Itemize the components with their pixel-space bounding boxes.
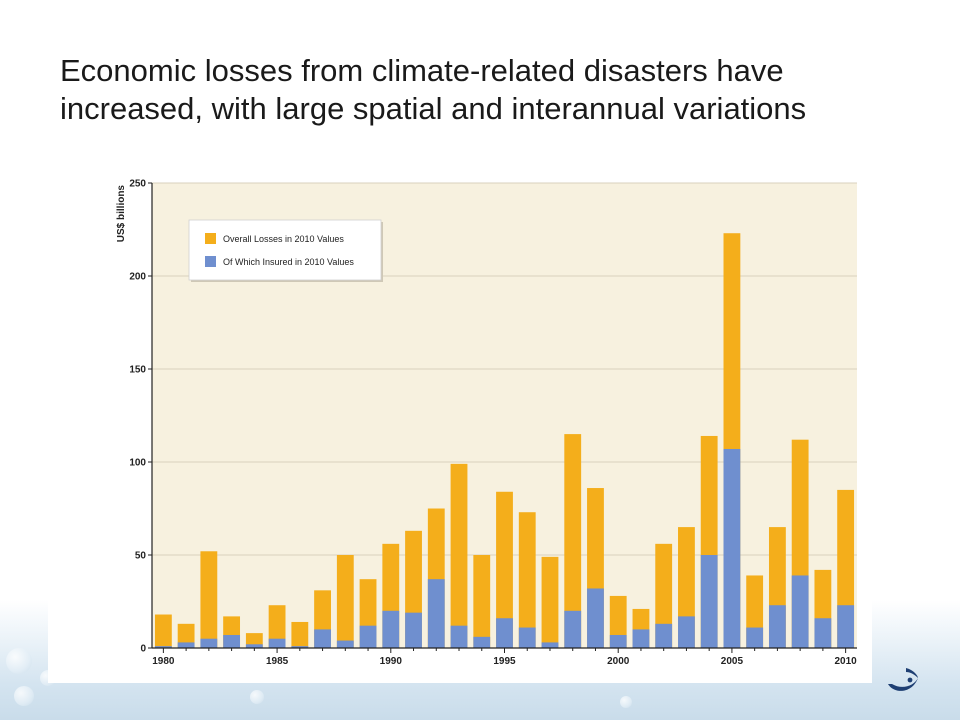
- bar-overall-1997: [541, 556, 559, 648]
- y-tick-label: 0: [140, 644, 146, 655]
- legend-entry: Overall Losses in 2010 Values: [223, 234, 344, 244]
- bar-insured-2003: [678, 616, 695, 648]
- x-tick-label: 2000: [607, 656, 630, 667]
- bar-insured-1987: [314, 629, 331, 648]
- bar-insured-1994: [473, 636, 491, 648]
- bar-insured-2004: [700, 555, 718, 648]
- bar-insured-2010: [837, 605, 855, 648]
- legend-swatch: [205, 256, 216, 267]
- bar-insured-2000: [609, 634, 627, 648]
- y-tick-label: 200: [129, 272, 146, 283]
- bar-insured-1986: [291, 646, 309, 648]
- bar-insured-1981: [177, 642, 195, 648]
- water-droplet: [250, 690, 264, 704]
- bar-insured-1999: [587, 588, 604, 648]
- y-tick-label: 50: [135, 551, 147, 562]
- bar-insured-2007: [768, 605, 786, 648]
- bar-overall-1998: [564, 434, 582, 648]
- bar-insured-2002: [655, 623, 673, 648]
- bar-insured-2001: [632, 629, 650, 648]
- bar-overall-1996: [518, 512, 536, 648]
- water-droplet: [6, 648, 32, 674]
- bar-insured-2006: [746, 627, 764, 648]
- legend-box: [188, 219, 382, 281]
- bar-overall-2002: [655, 543, 673, 648]
- legend-swatch: [205, 233, 216, 244]
- bar-insured-1997: [541, 642, 559, 648]
- bar-insured-1990: [382, 610, 400, 648]
- bar-overall-1993: [450, 463, 468, 648]
- x-tick-label: 1980: [152, 656, 175, 667]
- bar-insured-1989: [359, 625, 377, 648]
- x-tick-label: 1990: [380, 656, 403, 667]
- bar-overall-1985: [268, 605, 286, 648]
- bar-insured-1985: [268, 638, 286, 648]
- slide-title: Economic losses from climate-related dis…: [60, 53, 807, 126]
- y-tick-label: 250: [129, 179, 146, 190]
- bar-insured-1998: [564, 610, 582, 648]
- bar-insured-1991: [405, 612, 422, 648]
- y-axis-label: US$ billions: [116, 185, 127, 243]
- x-tick-label: 2010: [835, 656, 858, 667]
- bar-overall-1986: [291, 621, 309, 648]
- y-tick-label: 150: [129, 365, 146, 376]
- water-droplet: [620, 696, 632, 708]
- legend-entry: Of Which Insured in 2010 Values: [223, 257, 354, 267]
- bar-overall-1980: [154, 614, 172, 648]
- bar-overall-1982: [200, 551, 218, 648]
- bar-insured-1982: [200, 638, 218, 648]
- y-tick-label: 100: [129, 458, 146, 469]
- bar-insured-2008: [791, 575, 809, 648]
- bar-overall-1981: [177, 623, 195, 648]
- figure-panel: 0 50 100 150 200 250 US$ billions 1980 1985 1990 1…: [48, 168, 872, 683]
- bar-insured-2005: [723, 448, 741, 648]
- bar-insured-1988: [336, 640, 354, 648]
- bar-insured-2009: [814, 618, 832, 648]
- bar-overall-1994: [473, 555, 491, 648]
- bar-overall-2000: [609, 595, 627, 648]
- bar-insured-1983: [223, 634, 241, 648]
- bar-overall-1995: [496, 491, 513, 648]
- bar-insured-1993: [450, 625, 468, 648]
- x-tick-label: 1985: [266, 656, 289, 667]
- bar-insured-1995: [496, 618, 513, 648]
- x-tick-label: 2005: [721, 656, 744, 667]
- bar-insured-1992: [427, 579, 445, 648]
- bar-overall-1988: [336, 555, 354, 648]
- water-droplet: [14, 686, 34, 706]
- x-tick-label: 1995: [493, 656, 516, 667]
- swoosh-logo-icon: [888, 668, 918, 691]
- bar-insured-1980: [154, 646, 172, 648]
- bar-insured-1996: [518, 627, 536, 648]
- bar-insured-1984: [245, 644, 263, 648]
